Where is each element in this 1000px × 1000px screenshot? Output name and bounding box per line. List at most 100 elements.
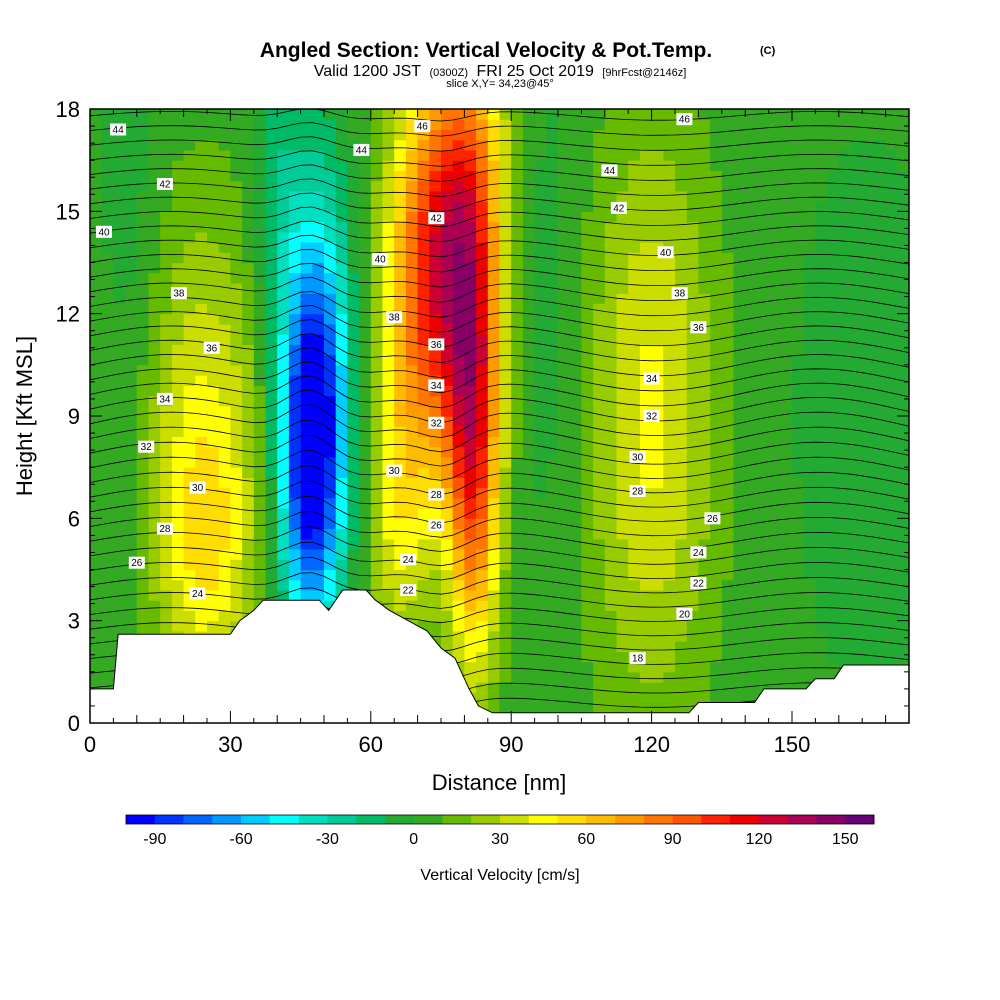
velocity-cell	[359, 160, 372, 171]
velocity-cell	[862, 467, 875, 478]
velocity-cell	[581, 559, 594, 571]
velocity-cell	[476, 549, 489, 560]
velocity-cell	[768, 375, 781, 386]
velocity-cell	[195, 610, 208, 622]
velocity-cell	[253, 211, 267, 223]
velocity-cell	[113, 149, 126, 161]
velocity-cell	[803, 354, 816, 366]
velocity-cell	[394, 303, 407, 315]
velocity-cell	[803, 651, 816, 663]
velocity-cell	[803, 180, 816, 192]
velocity-cell	[803, 129, 816, 141]
velocity-cell	[663, 487, 676, 499]
velocity-cell	[616, 149, 629, 161]
velocity-cell	[873, 293, 887, 304]
terrain-shape	[89, 589, 910, 724]
velocity-cell	[897, 405, 909, 417]
velocity-cell	[90, 323, 103, 335]
contour-label-bg	[156, 392, 173, 405]
velocity-cell	[616, 231, 629, 243]
velocity-cell	[768, 221, 781, 233]
velocity-cell	[745, 252, 758, 264]
velocity-cell	[721, 641, 735, 652]
velocity-cell	[651, 190, 664, 202]
velocity-cell	[101, 600, 114, 611]
velocity-cell	[417, 149, 430, 161]
velocity-cell	[675, 456, 688, 468]
velocity-cell	[183, 119, 196, 130]
velocity-cell	[745, 160, 758, 171]
velocity-cell	[417, 262, 430, 274]
velocity-cell	[593, 477, 606, 489]
velocity-cell	[897, 456, 909, 468]
velocity-cell	[101, 354, 114, 366]
velocity-cell	[277, 426, 290, 437]
velocity-cell	[698, 528, 711, 540]
velocity-cell	[546, 323, 559, 335]
velocity-cell	[897, 497, 909, 509]
velocity-cell	[756, 272, 770, 284]
velocity-cell	[675, 242, 688, 253]
velocity-cell	[792, 149, 805, 161]
velocity-cell	[558, 252, 571, 264]
velocity-cell	[534, 630, 547, 642]
velocity-cell	[335, 283, 348, 294]
velocity-cell	[827, 231, 840, 243]
velocity-cell	[604, 129, 618, 141]
velocity-cell	[710, 303, 723, 315]
velocity-cell	[628, 323, 641, 335]
velocity-cell	[616, 364, 629, 376]
velocity-cell	[569, 508, 582, 519]
velocity-cell	[487, 211, 501, 223]
velocity-cell	[253, 313, 267, 325]
velocity-cell	[733, 641, 746, 652]
velocity-cell	[604, 354, 618, 366]
velocity-cell	[171, 487, 185, 499]
velocity-cell	[663, 405, 676, 417]
velocity-cell	[686, 395, 699, 407]
velocity-cell	[546, 569, 559, 581]
velocity-cell	[639, 549, 653, 560]
velocity-cell	[288, 323, 302, 335]
velocity-cell	[171, 385, 185, 397]
velocity-cell	[745, 180, 758, 192]
velocity-cell	[125, 538, 138, 550]
velocity-cell	[370, 160, 384, 171]
velocity-cell	[171, 518, 185, 530]
velocity-cell	[394, 272, 407, 284]
velocity-cell	[581, 293, 594, 304]
isentrope	[90, 511, 909, 538]
velocity-cell	[242, 456, 255, 468]
velocity-cell	[581, 538, 594, 550]
velocity-cell	[171, 508, 185, 519]
colorbar-tick-label: 60	[577, 831, 595, 848]
velocity-cell	[370, 590, 384, 601]
velocity-cell	[850, 426, 863, 437]
velocity-cell	[394, 334, 407, 345]
velocity-cell	[148, 416, 161, 427]
velocity-cell	[698, 620, 711, 632]
velocity-cell	[452, 620, 465, 632]
velocity-cell	[639, 682, 653, 693]
velocity-cell	[745, 610, 758, 622]
velocity-cell	[698, 242, 711, 253]
velocity-cell	[686, 436, 699, 448]
velocity-cell	[721, 201, 735, 212]
velocity-cell	[885, 426, 898, 437]
velocity-cell	[768, 661, 781, 673]
velocity-cell	[698, 405, 711, 417]
velocity-cell	[827, 456, 840, 468]
velocity-cell	[511, 538, 524, 550]
velocity-cell	[850, 651, 863, 663]
velocity-cell	[873, 344, 887, 356]
velocity-cell	[171, 149, 185, 161]
velocity-cell	[897, 416, 909, 427]
velocity-cell	[125, 149, 138, 161]
velocity-cell	[850, 610, 863, 622]
velocity-cell	[429, 221, 442, 233]
velocity-cell	[604, 569, 618, 581]
velocity-cell	[862, 569, 875, 581]
velocity-cell	[242, 221, 255, 233]
velocity-cell	[230, 559, 243, 571]
velocity-cell	[581, 682, 594, 693]
